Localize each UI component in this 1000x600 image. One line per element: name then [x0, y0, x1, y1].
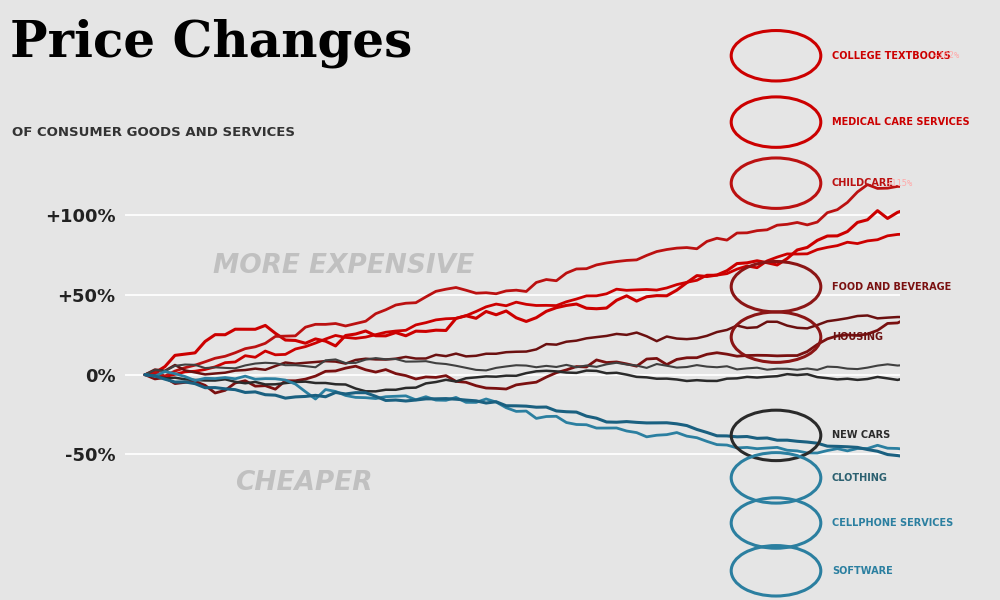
Text: SOFTWARE: SOFTWARE	[832, 566, 893, 576]
Text: MORE EXPENSIVE: MORE EXPENSIVE	[213, 253, 474, 280]
Text: NEW CARS: NEW CARS	[832, 430, 890, 440]
Text: CELLPHONE SERVICES: CELLPHONE SERVICES	[832, 518, 953, 528]
Text: CLOTHING: CLOTHING	[832, 473, 888, 483]
Text: COLLEGE TEXTBOOKS: COLLEGE TEXTBOOKS	[832, 51, 951, 61]
Text: +162%: +162%	[933, 51, 960, 60]
Text: HOUSING: HOUSING	[832, 332, 883, 342]
Text: CHEAPER: CHEAPER	[235, 470, 373, 496]
Text: Price Changes: Price Changes	[10, 18, 412, 67]
Text: OF CONSUMER GOODS AND SERVICES: OF CONSUMER GOODS AND SERVICES	[12, 126, 295, 139]
Text: FOOD AND BEVERAGE: FOOD AND BEVERAGE	[832, 282, 951, 292]
Text: +115%: +115%	[886, 179, 913, 188]
Text: MEDICAL CARE SERVICES: MEDICAL CARE SERVICES	[832, 117, 970, 127]
Text: CHILDCARE: CHILDCARE	[832, 178, 894, 188]
